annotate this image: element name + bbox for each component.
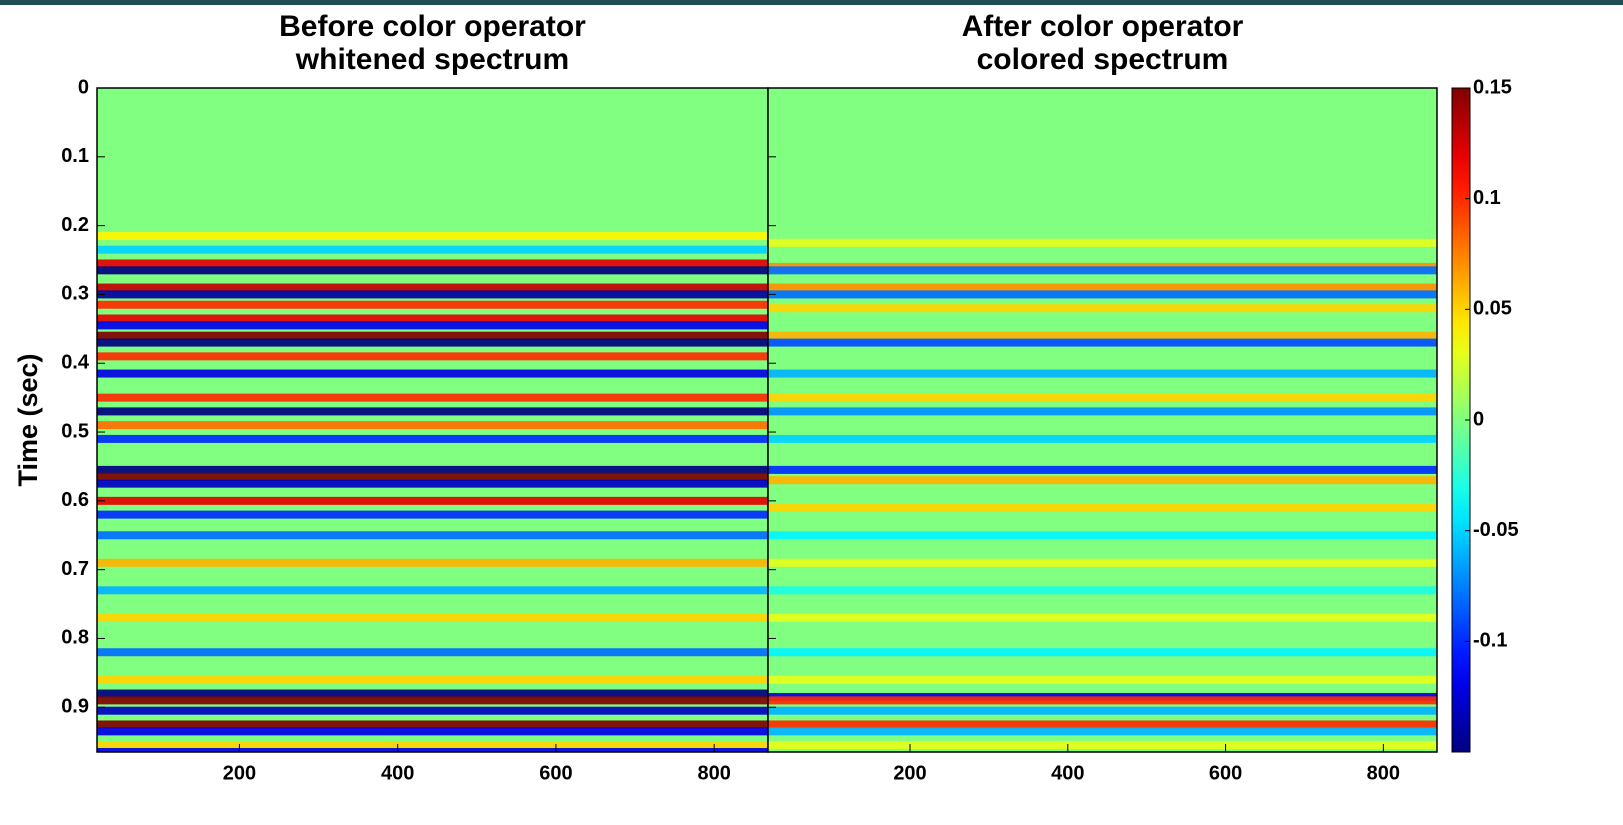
colorbar-tick-label: -0.05 — [1473, 519, 1519, 541]
reflector — [97, 434, 768, 443]
reflector — [768, 266, 1437, 275]
reflector — [97, 393, 768, 402]
reflector — [97, 231, 768, 240]
reflector — [768, 741, 1437, 750]
reflector — [97, 586, 768, 595]
reflector — [97, 720, 768, 729]
x-tick-label: 200 — [893, 762, 926, 784]
reflector — [97, 465, 768, 474]
reflector — [97, 300, 768, 309]
x-tick-label: 600 — [539, 762, 572, 784]
reflector — [97, 352, 768, 361]
reflector — [768, 304, 1437, 313]
colorbar-tick-label: 0.15 — [1473, 76, 1512, 98]
reflector — [97, 472, 768, 481]
reflector — [97, 407, 768, 416]
x-tick-label: 400 — [381, 762, 414, 784]
reflector — [768, 675, 1437, 684]
y-tick-label: 0.3 — [61, 283, 89, 305]
reflector — [768, 434, 1437, 443]
reflector — [97, 266, 768, 275]
reflector — [768, 696, 1437, 705]
y-axis-label: Time (sec) — [13, 353, 43, 486]
reflector — [768, 338, 1437, 347]
reflector — [97, 531, 768, 540]
reflector — [97, 421, 768, 430]
reflector — [97, 283, 768, 292]
reflector — [97, 290, 768, 299]
reflector — [768, 720, 1437, 729]
heatmap — [97, 88, 768, 752]
reflector — [97, 259, 768, 268]
heatmap-background — [97, 88, 768, 752]
y-tick-label: 0.2 — [61, 214, 89, 236]
reflector — [97, 369, 768, 378]
reflector — [768, 238, 1437, 247]
reflector — [97, 748, 768, 752]
reflector — [768, 503, 1437, 512]
y-tick-label: 0.8 — [61, 627, 89, 649]
y-tick-label: 0.5 — [61, 420, 89, 442]
reflector — [768, 283, 1437, 292]
reflector — [97, 727, 768, 736]
x-tick-label: 800 — [698, 762, 731, 784]
y-tick-label: 0.6 — [61, 489, 89, 511]
reflector — [768, 465, 1437, 474]
reflector — [97, 510, 768, 519]
panel-title: whitened spectrum — [295, 43, 569, 76]
y-tick-label: 0.7 — [61, 558, 89, 580]
reflector — [768, 290, 1437, 299]
y-tick-label: 0.4 — [61, 352, 90, 374]
y-tick-label: 0.9 — [61, 696, 89, 718]
reflector — [97, 613, 768, 622]
reflector — [97, 675, 768, 684]
reflector — [97, 321, 768, 330]
reflector — [97, 331, 768, 340]
reflector — [97, 496, 768, 505]
panel-title: colored spectrum — [977, 43, 1229, 76]
panel-title: Before color operator — [279, 10, 586, 43]
reflector — [97, 558, 768, 567]
y-tick-label: 0 — [78, 76, 89, 98]
reflector — [97, 706, 768, 715]
x-tick-label: 400 — [1051, 762, 1084, 784]
reflector — [768, 369, 1437, 378]
reflector — [97, 314, 768, 323]
reflector — [768, 476, 1437, 485]
panel-title: After color operator — [962, 10, 1244, 43]
reflector — [768, 331, 1437, 340]
reflector — [768, 558, 1437, 567]
reflector — [768, 613, 1437, 622]
reflector — [97, 245, 768, 254]
x-tick-label: 600 — [1209, 762, 1242, 784]
reflector — [768, 727, 1437, 736]
reflector — [768, 531, 1437, 540]
x-tick-label: 200 — [223, 762, 256, 784]
reflector — [97, 479, 768, 488]
panel-frame — [767, 87, 1438, 753]
x-tick-label: 800 — [1367, 762, 1400, 784]
colorbar-tick-label: 0.1 — [1473, 187, 1501, 209]
reflector — [97, 696, 768, 705]
reflector — [768, 706, 1437, 715]
colorbar-tick-label: 0 — [1473, 408, 1484, 430]
y-tick-label: 0.1 — [61, 145, 89, 167]
reflector — [97, 648, 768, 657]
reflector — [768, 648, 1437, 657]
reflector — [97, 741, 768, 750]
colorbar-tick-label: -0.1 — [1473, 630, 1507, 652]
top-bar — [0, 0, 1623, 5]
reflector — [97, 338, 768, 347]
reflector — [97, 689, 768, 698]
reflector — [768, 586, 1437, 595]
reflector — [768, 407, 1437, 416]
colorbar-tick-label: 0.05 — [1473, 298, 1512, 320]
heatmap-background — [768, 88, 1437, 752]
heatmap — [768, 88, 1437, 752]
reflector — [768, 393, 1437, 402]
